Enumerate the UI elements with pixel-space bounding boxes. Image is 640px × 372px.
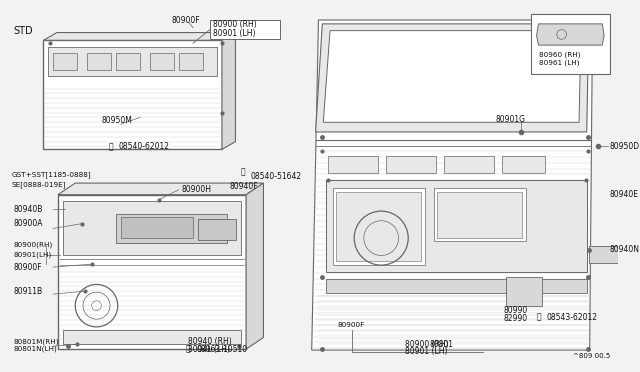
Bar (53, 53, 77, 70)
Bar (326, 180, 587, 272)
Text: ^809 00.5: ^809 00.5 (573, 353, 611, 359)
Text: 80961 (LH): 80961 (LH) (538, 59, 579, 66)
Text: 80960 (RH): 80960 (RH) (538, 51, 580, 58)
Bar (531, 14, 610, 74)
Text: 80940E: 80940E (610, 190, 639, 199)
Bar (328, 156, 378, 173)
Text: 80940B: 80940B (13, 205, 43, 214)
Text: 80901 (LH): 80901 (LH) (405, 347, 448, 356)
Text: 80950D: 80950D (610, 142, 640, 151)
Bar (589, 246, 620, 263)
Polygon shape (316, 24, 589, 132)
Text: 80940 (RH): 80940 (RH) (188, 337, 232, 346)
Bar (150, 53, 173, 70)
Bar (63, 202, 241, 254)
Bar (435, 188, 526, 241)
Polygon shape (58, 195, 246, 349)
Polygon shape (58, 183, 264, 195)
Text: 80901 (LH): 80901 (LH) (213, 29, 256, 38)
Polygon shape (312, 20, 593, 350)
Text: 80990: 80990 (504, 306, 528, 315)
Text: 80900(RH): 80900(RH) (13, 242, 52, 248)
Text: Ⓝ: Ⓝ (186, 344, 191, 354)
Text: 80801M(RH): 80801M(RH) (13, 338, 59, 344)
Text: 8094L (LH): 8094L (LH) (188, 344, 230, 354)
Text: 80801N(LH): 80801N(LH) (13, 346, 57, 352)
Text: GST+SST[1185-0888]: GST+SST[1185-0888] (12, 171, 92, 178)
Bar (326, 279, 587, 293)
Text: 08540-51642: 08540-51642 (251, 171, 302, 180)
Bar (437, 192, 522, 238)
Polygon shape (222, 33, 236, 149)
Bar (506, 277, 542, 306)
Text: 80900F: 80900F (13, 263, 42, 272)
Text: 80900A: 80900A (13, 219, 43, 228)
Bar (120, 217, 193, 238)
Polygon shape (536, 24, 604, 45)
Text: Ⓢ: Ⓢ (241, 167, 246, 176)
Text: STD: STD (13, 26, 33, 36)
Polygon shape (309, 16, 596, 354)
Bar (116, 214, 227, 243)
Bar (8, 14, 294, 164)
Bar (116, 53, 140, 70)
Text: 80940F: 80940F (230, 182, 259, 191)
Text: 80940N: 80940N (610, 245, 640, 254)
Bar (333, 188, 424, 265)
Bar (8, 166, 294, 357)
Text: SE[0888-019E]: SE[0888-019E] (12, 181, 66, 188)
Text: 80901(LH): 80901(LH) (13, 251, 52, 258)
Text: Ⓢ: Ⓢ (536, 313, 541, 322)
Text: 80901G: 80901G (495, 115, 525, 124)
Text: 80900 (RH): 80900 (RH) (213, 20, 257, 29)
Bar (48, 47, 217, 76)
Text: 80900 (RH): 80900 (RH) (405, 340, 449, 349)
Polygon shape (44, 33, 236, 40)
Text: 80950M: 80950M (101, 116, 132, 125)
Bar (386, 156, 436, 173)
Bar (211, 20, 280, 39)
Text: 08963-10510: 08963-10510 (197, 344, 248, 354)
Bar (87, 53, 111, 70)
Polygon shape (323, 31, 581, 122)
Text: 80900F: 80900F (338, 322, 365, 328)
Polygon shape (44, 40, 222, 149)
Bar (444, 156, 494, 173)
Bar (336, 192, 420, 261)
Text: 08543-62012: 08543-62012 (546, 313, 597, 322)
Bar (198, 219, 236, 240)
Bar (63, 330, 241, 344)
Text: 82990: 82990 (504, 314, 528, 323)
Text: 80900H: 80900H (181, 185, 211, 194)
Text: 80911B: 80911B (13, 287, 43, 296)
Bar (502, 156, 545, 173)
Text: 08540-62012: 08540-62012 (118, 142, 170, 151)
Text: Ⓢ: Ⓢ (109, 142, 113, 151)
Text: 80801: 80801 (429, 340, 454, 349)
Bar (179, 53, 203, 70)
Text: 80900F: 80900F (172, 16, 200, 25)
Polygon shape (246, 183, 264, 349)
